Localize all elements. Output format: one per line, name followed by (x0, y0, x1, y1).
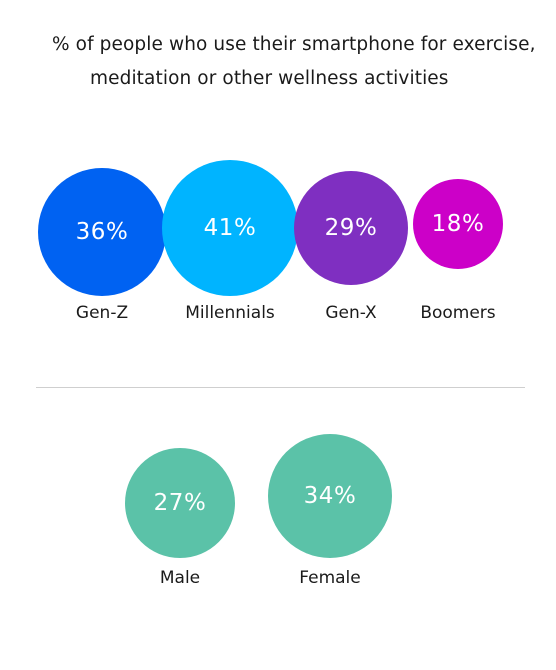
bubble-value-label: 41% (203, 214, 257, 241)
bubble-value-label: 34% (303, 482, 357, 509)
category-label-male: Male (159, 568, 201, 588)
bubble-gen-z: 36% (38, 168, 166, 296)
bubble-value-label: 27% (153, 489, 207, 516)
category-label-gen-x: Gen-X (325, 303, 377, 323)
bubble-male: 27% (124, 447, 236, 559)
bubble-gen-x: 29% (293, 170, 409, 286)
bubble-female: 34% (267, 433, 393, 559)
category-label-millennials: Millennials (185, 303, 275, 323)
category-label-gen-z: Gen-Z (75, 303, 129, 323)
bubble-value-label: 36% (75, 218, 129, 245)
chart-title-line-2: meditation or other wellness activities (90, 68, 449, 89)
bubble-value-label: 29% (324, 214, 378, 241)
bubble-boomers: 18% (412, 178, 504, 270)
chart-title-line-1: % of people who use their smartphone for… (52, 34, 536, 55)
category-label-female: Female (299, 568, 361, 588)
bubble-millennials: 41% (161, 159, 299, 297)
bubble-value-label: 18% (431, 210, 485, 237)
category-label-boomers: Boomers (420, 303, 496, 323)
section-divider (36, 387, 525, 388)
